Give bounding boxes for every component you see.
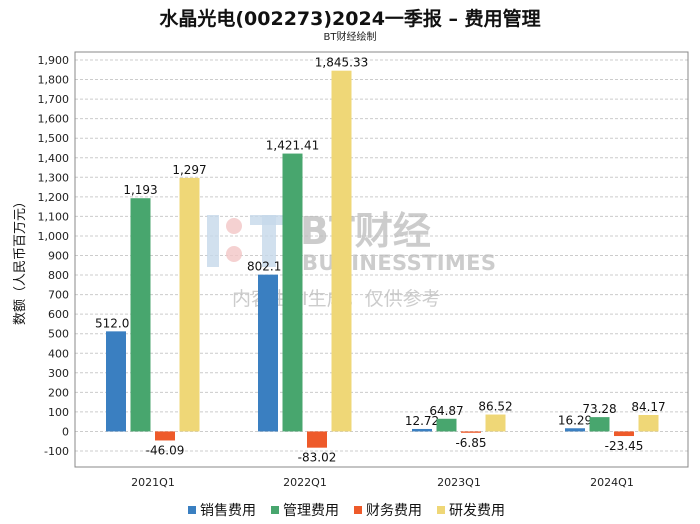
watermark-logo (226, 218, 242, 234)
bar-销售费用-2023Q1 (412, 428, 432, 432)
y-tick-label: 700 (48, 289, 69, 302)
legend-swatch (354, 506, 362, 514)
data-label: -46.09 (146, 443, 185, 457)
legend-swatch (271, 506, 279, 514)
plot-frame (74, 51, 689, 468)
data-label: 73.28 (582, 402, 616, 416)
y-tick-label: 1,700 (38, 93, 70, 106)
watermark-logo (207, 215, 219, 267)
bar-财务费用-2022Q1 (307, 431, 327, 448)
y-tick-label: 500 (48, 328, 69, 341)
y-tick-label: 1,200 (38, 191, 70, 204)
y-tick-label: -100 (44, 445, 69, 458)
x-tick-label: 2021Q1 (131, 476, 175, 489)
y-tick-label: 1,300 (38, 171, 70, 184)
data-label: 1,421.41 (266, 139, 319, 153)
bar-研发费用-2021Q1 (179, 177, 200, 432)
y-tick-label: 200 (48, 386, 69, 399)
bar-财务费用-2021Q1 (155, 431, 175, 441)
bar-销售费用-2022Q1 (258, 274, 278, 432)
data-label: 512.01 (95, 316, 137, 330)
bar-销售费用-2024Q1 (565, 428, 585, 432)
chart-title: 水晶光电(002273)2024一季报 – 费用管理 (159, 8, 541, 30)
bar-管理费用-2023Q1 (436, 418, 457, 432)
legend-item: 管理费用 (283, 503, 339, 519)
data-label: 86.52 (478, 400, 512, 414)
bar-管理费用-2021Q1 (130, 198, 151, 432)
legend-swatch (188, 506, 196, 514)
data-label: 16.29 (558, 413, 592, 427)
bar-财务费用-2023Q1 (461, 431, 481, 433)
data-label: -23.45 (605, 439, 644, 453)
x-tick-label: 2024Q1 (590, 476, 634, 489)
bar-管理费用-2022Q1 (282, 153, 303, 432)
y-tick-label: 1,900 (38, 54, 70, 67)
x-tick-label: 2023Q1 (437, 476, 481, 489)
y-tick-label: 1,100 (38, 210, 70, 223)
y-tick-label: 900 (48, 250, 69, 263)
data-label: -6.85 (455, 436, 486, 450)
legend-swatch (437, 506, 445, 514)
data-label: 802.11 (247, 260, 289, 274)
watermark-brand-en: BUSINESSTIMES (302, 251, 496, 275)
data-label: 64.87 (429, 404, 463, 418)
bar-销售费用-2021Q1 (106, 331, 126, 432)
data-label: -83.02 (298, 451, 337, 465)
watermark-logo (262, 215, 276, 267)
y-tick-label: 1,000 (38, 230, 70, 243)
data-label: 84.17 (631, 400, 665, 414)
y-tick-label: 100 (48, 406, 69, 419)
data-label: 1,193 (123, 183, 157, 197)
data-label: 1,297 (172, 163, 206, 177)
data-label: 12.72 (405, 414, 439, 428)
y-tick-label: 800 (48, 269, 69, 282)
x-tick-label: 2022Q1 (283, 476, 327, 489)
legend-item: 财务费用 (366, 503, 422, 519)
bar-研发费用-2024Q1 (638, 414, 659, 432)
watermark-brand: BT财经 (300, 209, 431, 253)
legend-item: 研发费用 (449, 503, 505, 519)
y-axis-label: 数额（人民币百万元） (13, 195, 28, 325)
bar-管理费用-2024Q1 (589, 417, 610, 432)
y-tick-label: 1,600 (38, 113, 70, 126)
chart-subtitle: BT财经绘制 (323, 32, 377, 43)
y-tick-label: 0 (62, 425, 69, 438)
y-tick-label: 1,500 (38, 132, 70, 145)
y-tick-label: 400 (48, 347, 69, 360)
data-label: 1,845.33 (315, 56, 368, 70)
watermark-logo (226, 246, 242, 262)
y-tick-label: 1,400 (38, 152, 70, 165)
bar-研发费用-2023Q1 (485, 414, 506, 432)
bar-财务费用-2024Q1 (614, 431, 634, 437)
y-tick-label: 300 (48, 367, 69, 380)
y-tick-label: 1,800 (38, 74, 70, 87)
y-tick-label: 600 (48, 308, 69, 321)
legend-item: 销售费用 (200, 503, 256, 519)
bar-研发费用-2022Q1 (331, 70, 352, 432)
